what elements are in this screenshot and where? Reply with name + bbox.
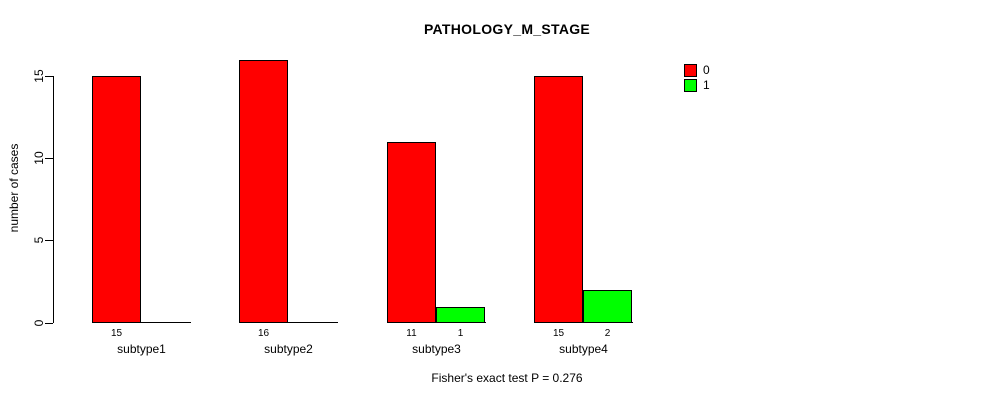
legend-label-0: 0 [703,62,710,77]
y-tick [45,323,53,324]
fisher-test-annotation: Fisher's exact test P = 0.276 [431,371,583,385]
baseline-subtype2 [239,322,338,323]
bar-0-subtype1 [92,76,141,323]
x-category-label-subtype4: subtype4 [559,342,608,356]
bar-value-label-0-subtype4: 15 [552,328,565,339]
bar-0-subtype2 [239,60,288,323]
chart-title: PATHOLOGY_M_STAGE [423,21,591,37]
y-tick-label: 15 [32,69,46,83]
x-category-label-subtype1: subtype1 [117,342,166,356]
bar-value-label-0-subtype1: 15 [110,328,123,339]
bar-value-label-1-subtype4: 2 [604,328,611,339]
x-category-label-subtype3: subtype3 [412,342,461,356]
x-category-label-subtype2: subtype2 [264,342,313,356]
bar-value-label-0-subtype2: 16 [257,328,270,339]
bar-0-subtype3 [387,142,436,323]
y-tick-label: 0 [32,319,46,327]
legend-item-1: 1 [684,78,710,92]
bar-value-label-1-subtype3: 1 [457,328,464,339]
bar-1-subtype4 [583,290,632,323]
legend-item-0: 0 [684,63,710,77]
baseline-subtype1 [92,322,191,323]
y-tick [45,76,53,77]
y-tick [45,158,53,159]
bar-1-subtype3 [436,307,485,323]
y-tick [45,240,53,241]
legend-swatch-1 [684,78,697,92]
y-tick-label: 10 [32,151,46,165]
y-tick-label: 5 [32,236,46,244]
bar-0-subtype4 [534,76,583,323]
bar-value-label-0-subtype3: 11 [406,328,417,339]
y-axis-line [53,76,54,323]
legend-label-1: 1 [703,77,710,92]
y-axis-title: number of cases [7,143,21,233]
legend-swatch-0 [684,63,697,77]
